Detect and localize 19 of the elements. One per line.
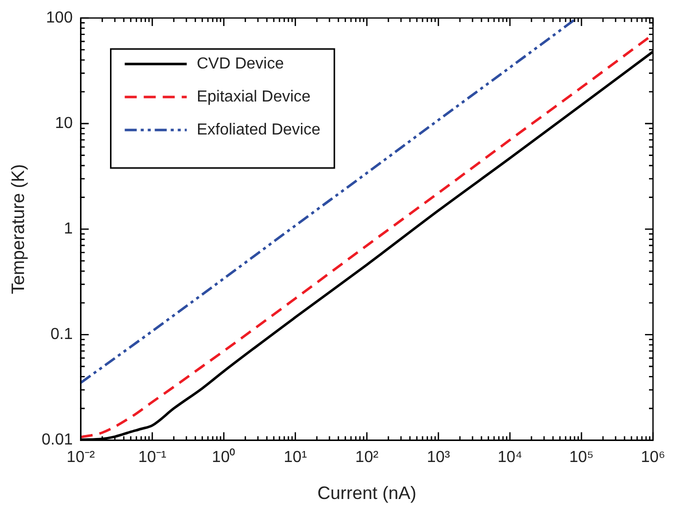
x-tick-label: 10⁴ bbox=[498, 449, 522, 466]
x-tick-label: 10³ bbox=[426, 449, 451, 466]
x-axis-title: Current (nA) bbox=[317, 483, 416, 504]
x-tick-label: 10² bbox=[355, 449, 380, 466]
legend-label: Exfoliated Device bbox=[196, 121, 320, 138]
y-tick-label: 0.01 bbox=[42, 432, 73, 449]
legend-label: CVD Device bbox=[196, 55, 284, 72]
x-tick-label: 10⁵ bbox=[569, 449, 594, 466]
x-tick-label: 10⁻² bbox=[66, 449, 96, 466]
y-tick-label: 10 bbox=[54, 114, 73, 132]
y-tick-label: 100 bbox=[46, 9, 73, 26]
y-tick-label: 0.1 bbox=[50, 326, 73, 344]
x-tick-label: 10⁰ bbox=[212, 448, 236, 466]
y-axis-title: Temperature (K) bbox=[8, 164, 28, 294]
x-tick-label: 10⁻¹ bbox=[138, 449, 166, 466]
legend-label: Epitaxial Device bbox=[196, 88, 311, 106]
x-tick-label: 10⁶ bbox=[640, 449, 666, 466]
x-tick-label: 10¹ bbox=[284, 449, 307, 466]
y-tick-label: 1 bbox=[64, 220, 73, 238]
